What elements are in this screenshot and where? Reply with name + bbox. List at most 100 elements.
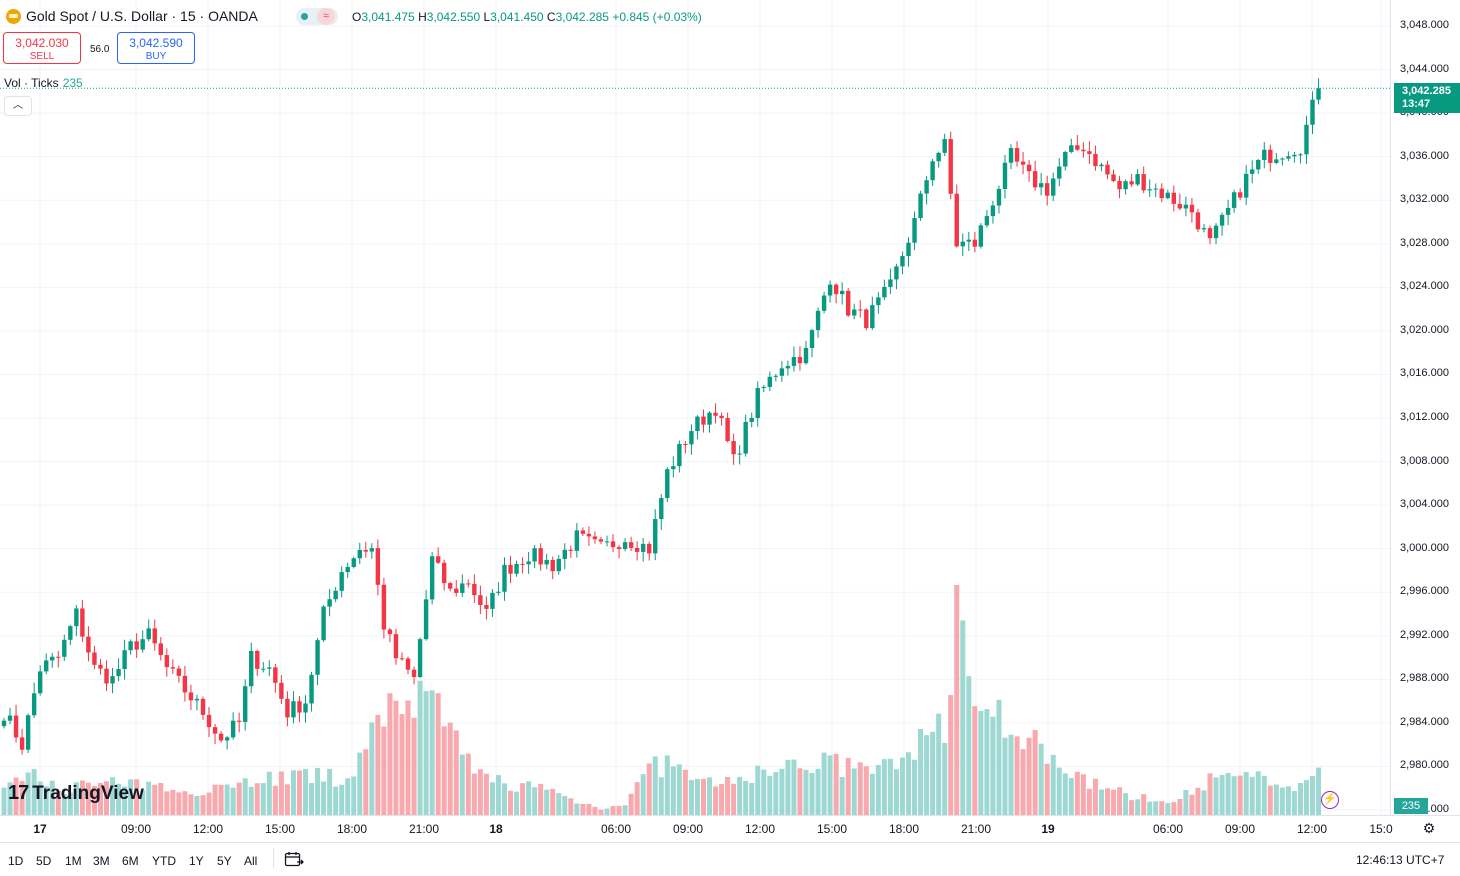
range-button-5y[interactable]: 5Y bbox=[217, 854, 232, 868]
volume-bar bbox=[1062, 773, 1068, 815]
volume-legend[interactable]: Vol · Ticks 235 bbox=[4, 76, 83, 90]
price-tick-label: 3,008.000 bbox=[1400, 454, 1449, 467]
candle-body bbox=[749, 417, 754, 422]
candle-body bbox=[441, 562, 447, 584]
range-button-3m[interactable]: 3M bbox=[93, 854, 110, 868]
range-button-all[interactable]: All bbox=[244, 854, 258, 868]
volume-bar bbox=[128, 779, 134, 815]
volume-bar bbox=[158, 782, 164, 815]
volume-bar bbox=[327, 768, 333, 815]
volume-bar bbox=[887, 758, 893, 815]
chevron-up-icon: ︿ bbox=[13, 100, 23, 111]
volume-bar bbox=[586, 803, 592, 815]
candle-body bbox=[327, 599, 332, 607]
market-status-pill[interactable]: ≈ bbox=[296, 8, 338, 25]
volume-bar bbox=[272, 785, 278, 815]
candle-body bbox=[520, 563, 525, 565]
volume-bar bbox=[363, 749, 369, 815]
candle-body bbox=[1165, 192, 1170, 199]
volume-bar bbox=[266, 771, 272, 815]
sell-button[interactable]: 3,042.030 SELL bbox=[3, 32, 81, 64]
symbol-title[interactable]: Gold Spot / U.S. Dollar · 15 · OANDA bbox=[26, 8, 258, 24]
candle-body bbox=[423, 599, 429, 640]
volume-bar bbox=[43, 786, 49, 815]
candle-body bbox=[737, 453, 742, 455]
candle-body bbox=[496, 591, 501, 593]
collapse-legend-button[interactable]: ︿ bbox=[4, 96, 32, 116]
volume-bar bbox=[110, 777, 116, 815]
clock-timezone[interactable]: 12:46:13 UTC+7 bbox=[1356, 853, 1445, 867]
candle-body bbox=[791, 356, 797, 366]
candle-body bbox=[695, 416, 700, 432]
candle-body bbox=[19, 737, 25, 750]
candle-body bbox=[128, 641, 133, 651]
calendar-range-icon[interactable] bbox=[284, 851, 304, 867]
price-chart-plot[interactable] bbox=[0, 0, 1390, 815]
candle-body bbox=[532, 548, 537, 562]
bar-countdown: 13:47 bbox=[1402, 98, 1431, 110]
volume-bar bbox=[429, 690, 435, 815]
candle-body bbox=[1183, 204, 1189, 209]
range-button-6m[interactable]: 6M bbox=[122, 854, 139, 868]
range-button-1y[interactable]: 1Y bbox=[189, 854, 204, 868]
volume-bar bbox=[164, 791, 170, 815]
candle-body bbox=[315, 640, 320, 675]
time-tick-label: 18:00 bbox=[336, 822, 368, 836]
volume-bar bbox=[284, 784, 290, 815]
volume-bar bbox=[1189, 794, 1195, 815]
candle-body bbox=[74, 608, 79, 627]
time-tick-label: 06:00 bbox=[600, 822, 632, 836]
candle-body bbox=[1304, 124, 1309, 155]
price-axis[interactable]: 3,048.0003,044.0003,040.0003,036.0003,03… bbox=[1390, 0, 1460, 815]
candle-body bbox=[779, 368, 785, 376]
candle-body bbox=[803, 347, 809, 364]
volume-bar bbox=[85, 782, 91, 815]
time-tick-label: 15:00 bbox=[264, 822, 296, 836]
last-price-label: 3,042.285 13:47 bbox=[1394, 83, 1460, 113]
volume-bar bbox=[538, 783, 544, 815]
volume-bar bbox=[1117, 787, 1123, 815]
volume-bar bbox=[574, 803, 580, 815]
volume-bar bbox=[869, 773, 875, 815]
lightning-icon[interactable]: ⚡ bbox=[1321, 791, 1339, 809]
range-button-1m[interactable]: 1M bbox=[65, 854, 82, 868]
candle-body bbox=[279, 682, 284, 699]
candle-body bbox=[562, 549, 567, 559]
candle-body bbox=[1298, 154, 1303, 156]
time-tick-label: 09:00 bbox=[672, 822, 704, 836]
time-axis[interactable]: 17 09:00 12:00 15:00 18:00 21:00 18 06:00 09:00 1… bbox=[0, 815, 1460, 841]
volume-bar bbox=[652, 756, 658, 815]
volume-bar bbox=[508, 790, 514, 815]
low-label: L bbox=[483, 10, 491, 24]
volume-bar bbox=[116, 783, 122, 815]
volume-bar bbox=[134, 779, 140, 815]
time-tick-label: 09:00 bbox=[120, 822, 152, 836]
tradingview-logo[interactable]: 17 TradingView bbox=[8, 782, 144, 806]
gear-icon[interactable]: ⚙ bbox=[1422, 820, 1436, 836]
volume-bar bbox=[224, 784, 230, 815]
range-button-5d[interactable]: 5D bbox=[36, 854, 52, 868]
candle-body bbox=[556, 558, 561, 572]
volume-bar bbox=[1153, 801, 1159, 815]
candle-body bbox=[1020, 161, 1026, 165]
volume-legend-label: Vol · Ticks bbox=[4, 76, 59, 90]
candle-body bbox=[1159, 188, 1164, 199]
gold-coin-icon[interactable] bbox=[6, 9, 21, 24]
candle-body bbox=[429, 556, 435, 600]
volume-bar bbox=[13, 777, 19, 815]
candle-body bbox=[1014, 148, 1020, 162]
buy-button[interactable]: 3,042.590 BUY bbox=[117, 32, 195, 64]
open-label: O bbox=[352, 10, 362, 24]
candle-body bbox=[1099, 164, 1104, 167]
candle-body bbox=[1002, 162, 1008, 189]
candle-body bbox=[978, 225, 984, 247]
buy-price: 3,042.590 bbox=[129, 36, 183, 50]
volume-bar bbox=[797, 768, 803, 815]
candle-body bbox=[1147, 189, 1152, 191]
range-button-1d[interactable]: 1D bbox=[8, 854, 24, 868]
candlestick-chart[interactable] bbox=[0, 0, 1390, 815]
volume-bar bbox=[140, 790, 146, 815]
high-value: 3,042.550 bbox=[426, 10, 481, 24]
range-button-ytd[interactable]: YTD bbox=[152, 854, 176, 868]
volume-bar bbox=[1310, 775, 1316, 815]
